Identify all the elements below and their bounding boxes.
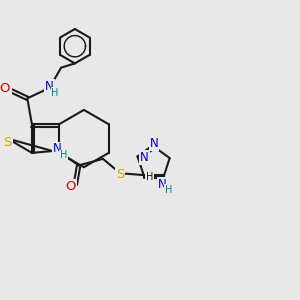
Text: N: N <box>53 142 62 155</box>
Text: O: O <box>0 82 10 95</box>
Text: H: H <box>60 150 68 160</box>
Text: N: N <box>149 137 158 150</box>
Text: N: N <box>140 151 149 164</box>
Text: H: H <box>146 172 154 182</box>
Text: O: O <box>66 180 76 193</box>
Text: S: S <box>3 136 12 149</box>
Text: N: N <box>158 178 167 191</box>
Text: N: N <box>45 80 54 93</box>
Text: H: H <box>165 185 172 195</box>
Text: S: S <box>116 168 124 181</box>
Text: H: H <box>51 88 59 98</box>
